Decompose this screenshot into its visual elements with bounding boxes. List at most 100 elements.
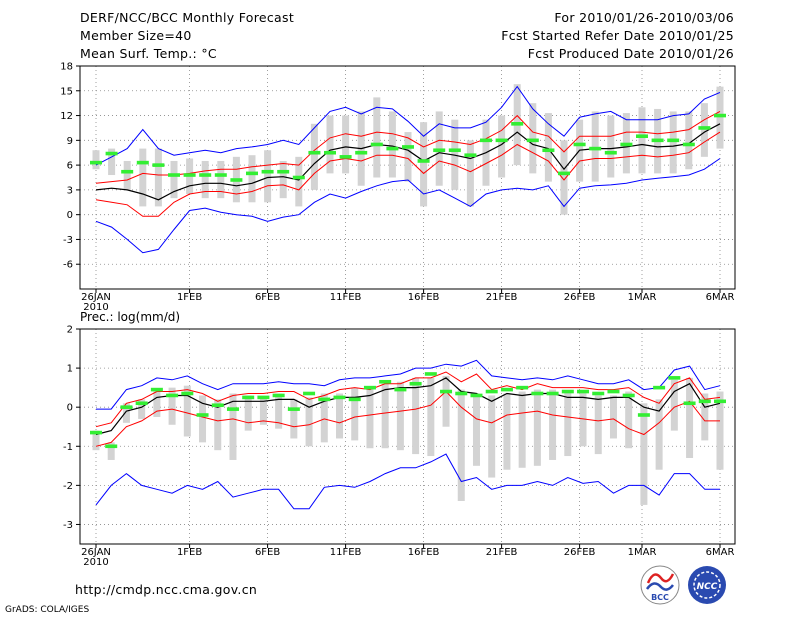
start-date-label: Fcst Started Refer Date 2010/01/25 [501,28,734,43]
temp-mean-line [95,123,721,201]
prec-observed-marker [242,395,255,400]
prec-observed-marker [257,395,270,400]
temp-spread-box [498,115,506,178]
prec-spread-box [275,393,283,429]
prec-y-tick-label: -3 [63,520,73,531]
temp-y-tick-label: 15 [60,86,73,97]
temp-max-line [95,158,721,254]
prec-observed-marker [287,407,300,411]
prec-y-tick-label: -2 [63,481,73,492]
temp-spread-box [342,115,350,174]
prec-spread-box [488,395,496,478]
temp-y-tick-label: 12 [60,111,73,122]
chart-title: DERF/NCC/BCC Monthly Forecast [80,10,295,25]
temp-observed-marker [105,151,118,156]
prec-spread-box [716,391,724,470]
temp-observed-marker [261,169,274,174]
prec-observed-marker [363,385,376,390]
prec-spread-box [518,391,526,468]
prec-spread-box [168,387,176,425]
prec-x-tick-label: 1MAR [628,547,657,558]
prec-observed-marker [166,393,179,398]
prec-x-tick-label: 6MAR [706,547,735,558]
temp-observed-marker [682,142,695,147]
prec-x-tick-label: 16FEB [408,547,440,558]
forecast-period-label: For 2010/01/26-2010/03/06 [554,10,734,25]
source-url[interactable]: http://cmdp.ncc.cma.gov.cn [75,582,258,597]
temp-min-line [95,85,721,166]
prec-spread-box [670,379,678,431]
prec-x-year-label: 2010 [83,557,108,568]
precipitation-chart: -3 -2 -1 0 1 2 26JAN 1FEB 6FEB 11FEB 16FEB 21FEB 26F… [63,325,736,568]
prec-observed-marker [196,413,209,417]
temp-observed-marker [339,155,352,159]
temp-x-tick-label: 6MAR [706,292,735,303]
prec-spread-box [214,399,222,451]
temp-spread-box [404,132,412,182]
prec-spread-box [92,430,100,451]
temp-x-tick-label: 21FEB [486,292,518,303]
temp-y-tick-label: -3 [63,235,73,246]
temp-spread-box [279,160,287,199]
temp-x-tick-label: 26JAN [81,292,111,303]
prec-observed-marker [637,413,650,417]
prec-observed-marker [561,389,574,394]
prec-spread-box [594,395,602,455]
temp-observed-marker [136,160,149,165]
prec-observed-marker [105,444,118,449]
prec-plot-frame [79,328,736,545]
prec-min-line [95,453,720,510]
prec-observed-marker [379,379,392,384]
prec-y-tick-label: 2 [67,325,73,336]
temp-spread-box [700,103,708,157]
temp-observed-marker [714,113,726,118]
temp-spread-box [248,155,256,203]
prec-observed-marker [181,391,194,396]
produced-date-label: Fcst Produced Date 2010/01/26 [527,46,734,61]
temp-observed-marker [480,138,492,143]
prec-spread-box [320,393,328,443]
temp-observed-marker [308,150,321,155]
temp-observed-marker [589,146,602,151]
prec-upper-line [95,371,721,428]
temp-spread-box [420,122,428,207]
prec-observed-marker [516,385,529,390]
prec-observed-marker [500,387,513,392]
temp-x-tick-label: 6FEB [255,292,280,303]
temp-spread-box [201,160,209,199]
prec-observed-marker [226,407,239,411]
temp-observed-marker [246,171,258,176]
prec-observed-marker [698,399,711,404]
temp-observed-marker [558,171,570,176]
temp-x-tick-label: 1FEB [177,292,202,303]
prec-spread-box [503,393,511,470]
temp-observed-marker [370,142,383,147]
temp-spread-box [170,160,178,199]
temp-spread-box [217,160,225,199]
temperature-chart: -6 -3 0 3 6 9 12 15 18 26JAN 1FEB 6FEB 11FEB 16FEB 21F… [60,62,736,313]
temp-x-tick-label: 11FEB [330,292,362,303]
temp-observed-marker [214,173,227,177]
prec-observed-marker [622,393,635,398]
prec-observed-marker [531,391,544,396]
prec-spread-box [609,395,617,439]
prec-spread-box [351,387,359,441]
temp-spread-box [716,86,724,149]
temp-spread-box [638,107,646,174]
temp-upper-line [95,110,721,184]
prec-x-tick-label: 26JAN [81,547,111,558]
temp-y-tick-label: 0 [67,210,73,221]
prec-observed-marker [668,376,681,380]
temp-observed-marker [168,173,180,177]
temp-y-tick-label: 9 [67,136,73,147]
temp-spread-box [295,156,303,207]
prec-spread-box [290,399,298,439]
prec-spread-box [457,389,465,501]
prec-observed-marker [607,389,620,394]
temp-observed-marker [183,173,196,177]
temp-x-tick-label: 26FEB [564,292,596,303]
temp-spread-box [388,111,396,178]
prec-spread-box [412,377,420,455]
prec-x-tick-label: 26FEB [564,547,596,558]
temp-observed-marker [511,122,524,126]
